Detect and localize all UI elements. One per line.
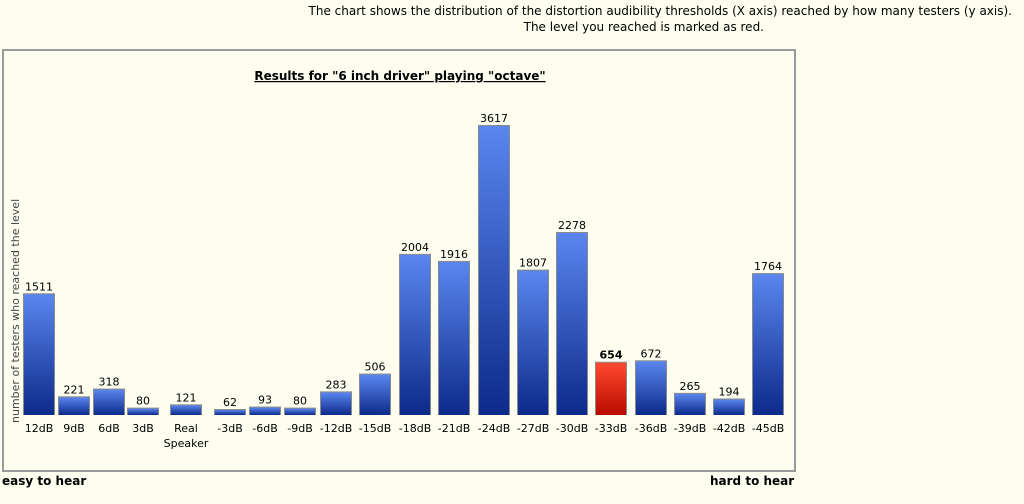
value-label--18db: 2004 <box>401 241 429 254</box>
value-label--6db: 93 <box>258 394 272 407</box>
bar--33db <box>596 362 626 415</box>
tick-label--3db: -3dB <box>217 422 243 435</box>
bar--39db <box>675 393 705 415</box>
value-label--12db: 283 <box>326 378 347 391</box>
tick-label-real-speaker-1: Speaker <box>164 437 209 450</box>
value-label--39db: 265 <box>680 380 701 393</box>
tick-label--30db: -30dB <box>556 422 589 435</box>
bar--15db <box>360 374 390 415</box>
tick-label--24db: -24dB <box>478 422 511 435</box>
tick-label--33db: -33dB <box>595 422 628 435</box>
bar--9db <box>285 408 315 415</box>
tick-label-real-speaker-0: Real <box>174 422 198 435</box>
y-axis-label: number of testers who reached the level <box>9 199 22 423</box>
tick-label--21db: -21dB <box>438 422 471 435</box>
bar--36db <box>636 361 666 415</box>
value-label--15db: 506 <box>365 361 386 374</box>
value-label-3db: 80 <box>136 395 150 408</box>
easy-to-hear-label: easy to hear <box>2 474 87 488</box>
chart-description: The chart shows the distribution of the … <box>0 3 1012 35</box>
bar--24db <box>479 126 509 415</box>
value-label--30db: 2278 <box>558 219 586 232</box>
tick-label--39db: -39dB <box>674 422 707 435</box>
hard-to-hear-label: hard to hear <box>710 474 795 488</box>
value-label--9db: 80 <box>293 395 307 408</box>
bar--3db <box>215 410 245 415</box>
value-label-12db: 1511 <box>25 280 53 293</box>
bar--42db <box>714 399 744 415</box>
chart-title: Results for "6 inch driver" playing "oct… <box>254 69 545 83</box>
tick-label--12db: -12dB <box>320 422 353 435</box>
bar--12db <box>321 392 351 415</box>
value-label--42db: 194 <box>719 385 740 398</box>
bar--21db <box>439 261 469 415</box>
tick-label--36db: -36dB <box>635 422 668 435</box>
bar--45db <box>753 274 783 415</box>
tick-label-3db: 3dB <box>132 422 154 435</box>
tick-label--9db: -9dB <box>287 422 313 435</box>
bar-3db <box>128 408 158 415</box>
value-label-real-speaker: 121 <box>176 391 197 404</box>
tick-label--6db: -6dB <box>252 422 278 435</box>
description-line-1: The chart shows the distribution of the … <box>308 4 1012 18</box>
tick-label--42db: -42dB <box>713 422 746 435</box>
tick-label--45db: -45dB <box>752 422 785 435</box>
tick-label-9db: 9dB <box>63 422 85 435</box>
value-label--36db: 672 <box>641 347 662 360</box>
bar--18db <box>400 254 430 415</box>
value-label-6db: 318 <box>99 376 120 389</box>
value-label-9db: 221 <box>64 383 85 396</box>
bar-chart: Results for "6 inch driver" playing "oct… <box>9 69 785 450</box>
value-label--45db: 1764 <box>754 260 782 273</box>
bar--6db <box>250 407 280 415</box>
tick-label-6db: 6dB <box>98 422 120 435</box>
bar-real-speaker <box>171 405 201 415</box>
value-label--24db: 3617 <box>480 112 508 125</box>
bar-9db <box>59 397 89 415</box>
value-label--33db: 654 <box>600 349 623 362</box>
tick-label--15db: -15dB <box>359 422 392 435</box>
value-label--27db: 1807 <box>519 257 547 270</box>
bar--30db <box>557 232 587 415</box>
description-line-2: The level you reached is marked as red. <box>523 20 764 34</box>
value-label--21db: 1916 <box>440 248 468 261</box>
tick-label--18db: -18dB <box>399 422 432 435</box>
bar-12db <box>24 294 54 415</box>
tick-label-12db: 12dB <box>25 422 54 435</box>
chart-panel: Results for "6 inch driver" playing "oct… <box>2 49 796 472</box>
value-label--3db: 62 <box>223 396 237 409</box>
bar-6db <box>94 389 124 415</box>
tick-label--27db: -27dB <box>517 422 550 435</box>
bar--27db <box>518 270 548 415</box>
